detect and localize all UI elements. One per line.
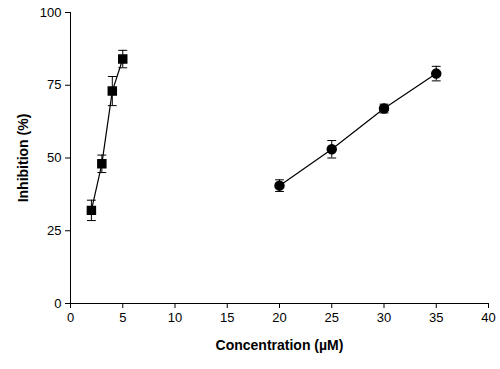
svg-text:15: 15 bbox=[220, 310, 234, 325]
svg-text:35: 35 bbox=[429, 310, 443, 325]
svg-text:10: 10 bbox=[168, 310, 182, 325]
svg-text:5: 5 bbox=[119, 310, 126, 325]
svg-text:25: 25 bbox=[47, 223, 61, 238]
svg-text:75: 75 bbox=[47, 77, 61, 92]
svg-text:100: 100 bbox=[40, 5, 62, 20]
svg-text:20: 20 bbox=[272, 310, 286, 325]
svg-text:30: 30 bbox=[377, 310, 391, 325]
svg-text:40: 40 bbox=[481, 310, 495, 325]
svg-text:0: 0 bbox=[67, 310, 74, 325]
svg-text:25: 25 bbox=[325, 310, 339, 325]
svg-text:50: 50 bbox=[47, 150, 61, 165]
svg-text:Inhibition (%): Inhibition (%) bbox=[15, 114, 31, 203]
svg-text:Concentration (µM): Concentration (µM) bbox=[216, 337, 344, 353]
svg-text:0: 0 bbox=[54, 296, 61, 311]
